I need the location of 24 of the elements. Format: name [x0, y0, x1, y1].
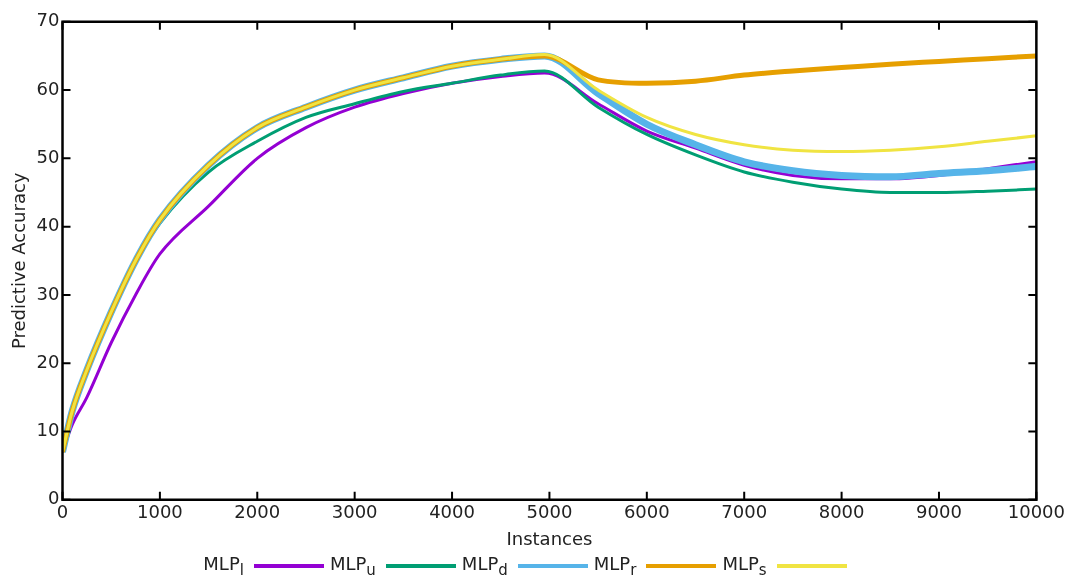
x-tick-label: 10000 [1007, 501, 1065, 523]
x-tick-label: 2000 [234, 501, 281, 523]
x-tick-label: 1000 [136, 501, 183, 523]
legend-label: MLP$_{s}$ [722, 553, 767, 579]
y-tick-label: 20 [36, 350, 60, 372]
x-axis-title: Instances [506, 527, 593, 549]
legend-label: MLP$_{r}$ [593, 553, 637, 579]
legend-label: MLP$_{u}$ [329, 553, 376, 579]
y-tick-label: 40 [36, 214, 60, 236]
x-tick-label: 7000 [721, 501, 768, 523]
y-tick-label: 10 [36, 419, 60, 441]
y-tick-label: 30 [36, 282, 60, 304]
y-axis-title: Predictive Accuracy [8, 172, 30, 350]
x-tick-label: 8000 [818, 501, 865, 523]
x-tick-label: 9000 [916, 501, 962, 523]
y-tick-label: 60 [36, 77, 60, 99]
x-tick-label: 3000 [331, 501, 378, 523]
y-tick-label: 50 [36, 146, 60, 168]
legend-label: MLP$_{l}$ [203, 553, 244, 579]
y-tick-label: 70 [36, 9, 60, 31]
x-tick-label: 5000 [526, 501, 573, 523]
x-tick-label: 6000 [623, 501, 670, 523]
x-tick-label: 4000 [429, 501, 475, 523]
legend-label: MLP$_{d}$ [461, 553, 508, 579]
